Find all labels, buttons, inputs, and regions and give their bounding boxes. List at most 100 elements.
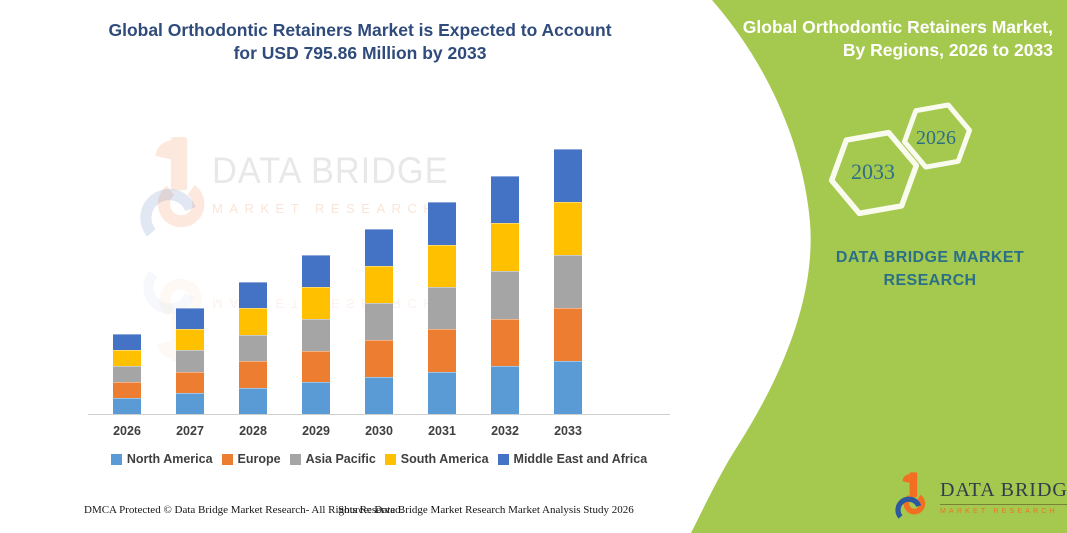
x-axis-label-2027: 2027 — [176, 424, 204, 438]
legend-swatch-icon — [384, 453, 396, 465]
stacked-bar-chart-plot-area — [88, 148, 670, 415]
bar-segment-middle-east-and-africa — [302, 255, 330, 287]
bar-segment-europe — [428, 329, 456, 372]
bar-segment-middle-east-and-africa — [176, 307, 204, 330]
side-panel-brand-line2: RESEARCH — [883, 272, 977, 289]
legend-label: North America — [126, 452, 213, 466]
bar-segment-south-america — [239, 308, 267, 335]
hexagon-2026-outline-icon — [902, 102, 972, 170]
bar-segment-south-america — [302, 287, 330, 319]
legend-label: Asia Pacific — [305, 452, 376, 466]
page-title: Global Orthodontic Retainers Market is E… — [70, 19, 650, 65]
bar-segment-north-america — [554, 361, 582, 414]
x-axis-label-2029: 2029 — [302, 424, 330, 438]
bar-segment-middle-east-and-africa — [554, 149, 582, 203]
x-axis-labels: 2026 2027 2028 2029 2030 2031 2032 2033 — [88, 424, 670, 440]
bar-segment-south-america — [365, 265, 393, 303]
legend-swatch-icon — [289, 453, 301, 465]
bar-segment-europe — [113, 382, 141, 399]
legend-label: Middle East and Africa — [513, 452, 648, 466]
x-axis-label-2028: 2028 — [239, 424, 267, 438]
side-panel-brand-text: DATA BRIDGE MARKET RESEARCH — [818, 246, 1042, 292]
bar-segment-middle-east-and-africa — [428, 202, 456, 245]
stacked-bar-2031 — [428, 148, 456, 414]
logo-brand-text: DATA BRIDGE — [940, 479, 1067, 501]
bar-segment-south-america — [428, 244, 456, 287]
bar-segment-middle-east-and-africa — [239, 281, 267, 308]
logo-sub-text: MARKET RESEARCH — [940, 508, 1058, 515]
chart-legend: North America Europe Asia Pacific South Ame… — [80, 452, 678, 466]
data-bridge-logo: DATA BRIDGE MARKET RESEARCH — [892, 470, 1067, 526]
stacked-bar-2032 — [491, 148, 519, 414]
legend-label: South America — [400, 452, 489, 466]
bar-segment-asia-pacific — [491, 271, 519, 319]
logo-divider — [940, 504, 1067, 505]
watermark-text: DATA BRIDGE MARKET RESEARCH — [212, 150, 449, 216]
bar-segment-middle-east-and-africa — [365, 228, 393, 266]
legend-swatch-icon — [497, 453, 509, 465]
legend-swatch-icon — [110, 453, 122, 465]
bar-segment-europe — [239, 361, 267, 388]
bar-segment-europe — [491, 318, 519, 367]
legend-label: Europe — [237, 452, 281, 466]
stacked-bar-2033 — [554, 148, 582, 414]
x-axis-label-2031: 2031 — [428, 424, 456, 438]
x-axis-label-2030: 2030 — [365, 424, 393, 438]
bar-segment-asia-pacific — [239, 334, 267, 361]
bar-segment-europe — [554, 308, 582, 362]
x-axis-label-2033: 2033 — [554, 424, 582, 438]
hexagon-year-2026: 2026 — [916, 127, 956, 149]
bar-segment-south-america — [491, 223, 519, 272]
legend-item-asia-pacific: Asia Pacific — [289, 452, 376, 466]
bar-segment-north-america — [176, 392, 204, 414]
bar-segment-asia-pacific — [554, 255, 582, 309]
side-panel-heading: Global Orthodontic Retainers Market, By … — [721, 16, 1053, 62]
bar-segment-north-america — [239, 387, 267, 414]
x-axis-label-2026: 2026 — [113, 424, 141, 438]
stacked-bar-2029 — [302, 148, 330, 414]
bar-segment-asia-pacific — [365, 302, 393, 340]
stacked-bar-2027 — [176, 148, 204, 414]
stacked-bar-2028 — [239, 148, 267, 414]
watermark-brand-text: DATA BRIDGE — [212, 150, 449, 191]
logo-text: DATA BRIDGE MARKET RESEARCH — [940, 479, 1067, 515]
bar-segment-europe — [176, 371, 204, 393]
source-note: Source: Data Bridge Market Research Mark… — [338, 504, 634, 516]
bar-segment-north-america — [428, 371, 456, 414]
bar-segment-north-america — [302, 382, 330, 414]
data-bridge-b-logo-watermark-icon — [140, 136, 205, 247]
bar-segment-north-america — [365, 376, 393, 414]
x-axis-label-2032: 2032 — [491, 424, 519, 438]
dmca-copyright-note: DMCA Protected © Data Bridge Market Rese… — [84, 504, 404, 516]
bar-segment-asia-pacific — [428, 286, 456, 330]
stacked-bar-2030 — [365, 148, 393, 414]
side-panel-brand-line1: DATA BRIDGE MARKET — [835, 249, 1025, 266]
legend-item-europe: Europe — [221, 452, 281, 466]
bar-segment-middle-east-and-africa — [113, 334, 141, 351]
bar-segment-south-america — [113, 350, 141, 367]
bar-segment-south-america — [554, 202, 582, 256]
legend-item-middle-east-and-africa: Middle East and Africa — [497, 452, 648, 466]
bar-segment-south-america — [176, 329, 204, 351]
hexagon-2033-outline-icon — [828, 129, 920, 217]
legend-swatch-icon — [221, 453, 233, 465]
data-bridge-b-logo-icon — [895, 472, 926, 524]
bar-segment-middle-east-and-africa — [491, 175, 519, 224]
legend-item-south-america: South America — [384, 452, 489, 466]
stacked-bar-2026 — [113, 148, 141, 414]
bar-segment-asia-pacific — [176, 350, 204, 372]
bar-segment-asia-pacific — [113, 366, 141, 383]
bar-segment-asia-pacific — [302, 318, 330, 351]
legend-item-north-america: North America — [110, 452, 213, 466]
bar-segment-north-america — [491, 366, 519, 414]
side-panel-heading-line2: By Regions, 2026 to 2033 — [842, 40, 1053, 60]
bar-segment-europe — [365, 339, 393, 377]
bar-segment-north-america — [113, 398, 141, 414]
hexagon-icons — [828, 102, 972, 217]
side-panel-heading-line1: Global Orthodontic Retainers Market, — [742, 17, 1053, 37]
hexagon-year-2033: 2033 — [851, 159, 895, 184]
bar-segment-europe — [302, 350, 330, 383]
page-title-line1: Global Orthodontic Retainers Market is E… — [108, 20, 612, 40]
